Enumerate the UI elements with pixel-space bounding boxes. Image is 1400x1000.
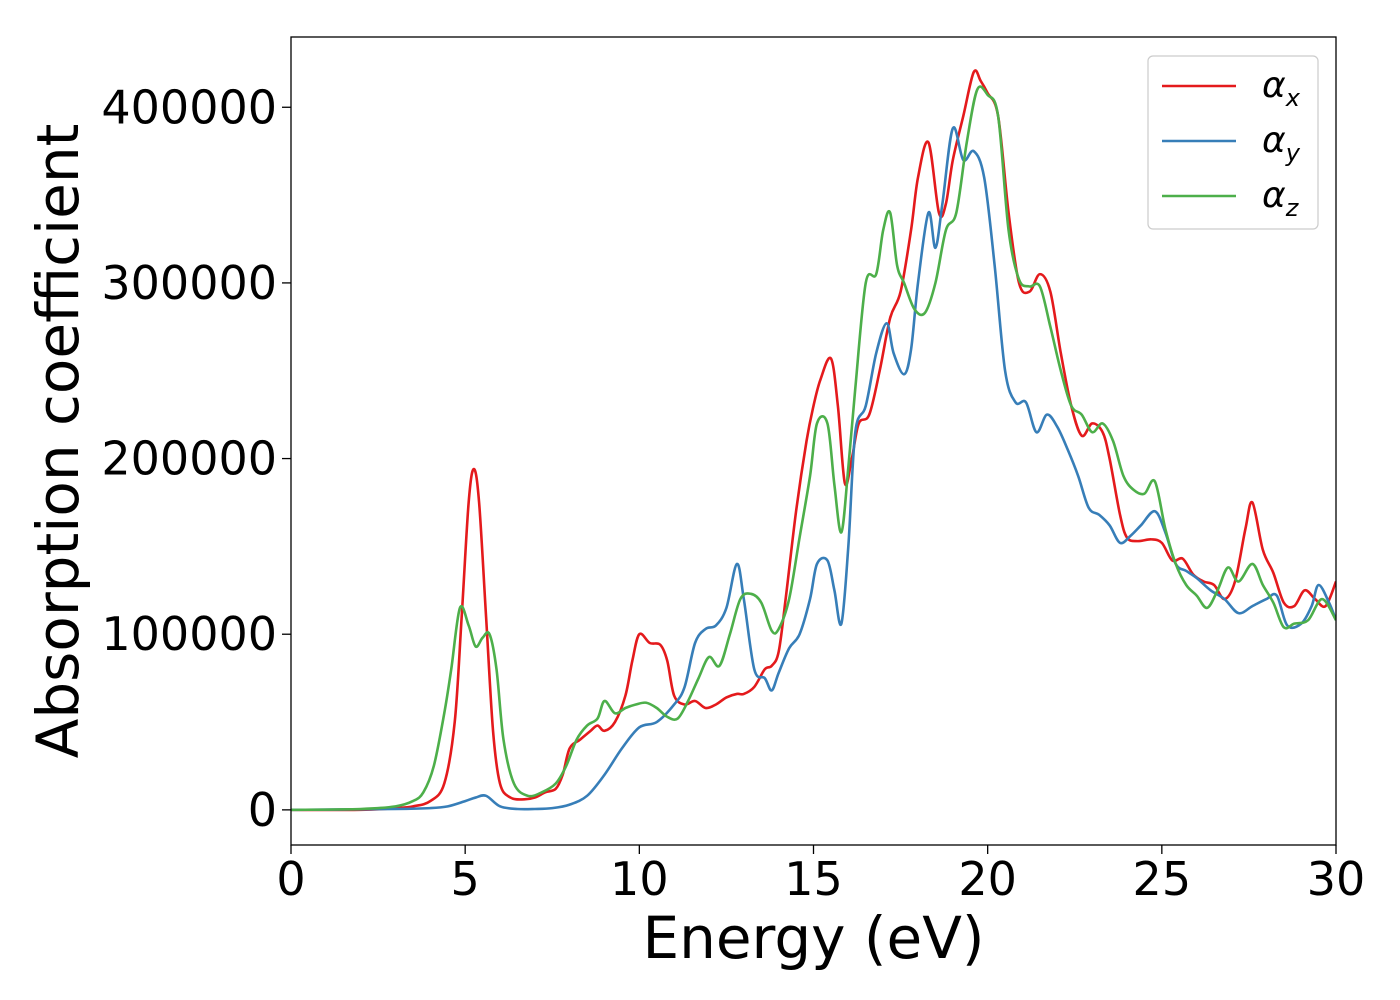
series-lines [291,69,1336,812]
y-tick-label: 400000 [101,80,277,134]
x-tick-label: 30 [1307,852,1366,906]
legend: αx αy αz [1147,55,1319,230]
series-line-z [291,85,1336,812]
legend-box [1147,55,1319,230]
x-tick-label: 25 [1133,852,1192,906]
x-axis-title: Energy (eV) [642,904,984,972]
series-line-y [291,126,1336,812]
x-tick-label: 15 [784,852,843,906]
y-tick-label: 300000 [101,256,277,310]
legend-label-z: αz [1262,175,1300,222]
y-tick-label: 100000 [101,607,277,661]
y-axis-ticks: 0 100000 200000 300000 400000 [101,80,291,837]
x-tick-label: 5 [451,852,480,906]
series-line-x [291,69,1336,812]
y-axis-title: Absorption coefficient [24,124,92,759]
legend-label-x: αx [1262,65,1301,112]
x-axis-ticks: 0 5 10 15 20 25 30 [276,845,1365,906]
x-tick-label: 20 [958,852,1017,906]
y-tick-label: 200000 [101,432,277,486]
x-tick-label: 10 [610,852,669,906]
legend-label-y: αy [1262,120,1301,167]
y-tick-label: 0 [248,783,277,837]
x-tick-label: 0 [276,852,305,906]
